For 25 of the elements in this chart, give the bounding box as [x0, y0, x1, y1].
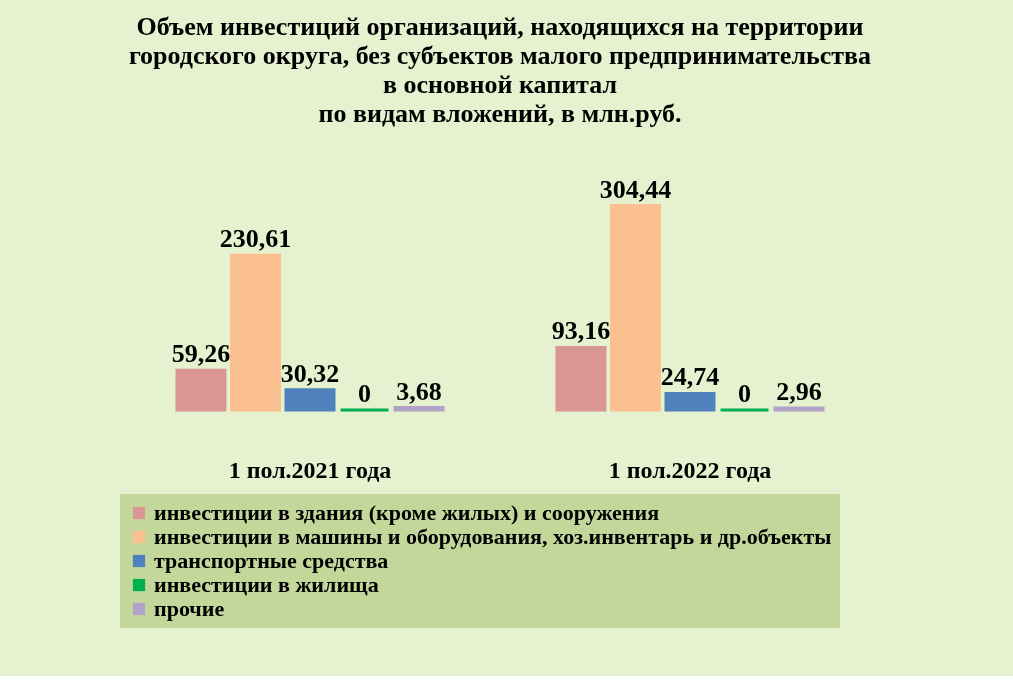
- data-label: 230,61: [219, 224, 292, 254]
- bar: [393, 406, 445, 412]
- bar: [175, 368, 227, 412]
- bar: [610, 204, 661, 412]
- bar: [555, 345, 607, 412]
- legend-label: инвестиции в жилища: [154, 572, 379, 597]
- data-label: 3,68: [396, 376, 442, 406]
- data-label: 2,96: [776, 377, 822, 407]
- legend-label: транспортные средства: [154, 548, 389, 573]
- legend-label: инвестиции в здания (кроме жилых) и сооружения: [154, 500, 660, 525]
- x-tick-label: 1 пол.2021 года: [228, 456, 392, 483]
- data-label: 0: [358, 379, 372, 408]
- data-label: 304,44: [599, 174, 672, 204]
- bar: [664, 391, 716, 412]
- data-label: 0: [738, 379, 752, 408]
- legend-label: инвестиции в машины и оборудования, хоз.инвентарь и др.объекты: [154, 524, 832, 549]
- data-label: 24,74: [660, 362, 720, 392]
- data-label: 93,16: [551, 316, 611, 346]
- bar: [284, 388, 336, 412]
- legend-label: прочие: [154, 596, 225, 621]
- data-label: 59,26: [171, 339, 231, 369]
- x-tick-label: 1 пол.2022 года: [608, 456, 772, 483]
- data-label: 30,32: [280, 358, 340, 388]
- bar: [230, 253, 281, 412]
- chart-title: Объем инвестиций организаций, находящихся на территории городского округа, без субъектов малого предпринимательства в основной капитал по видам вложений, в млн.руб.: [128, 12, 872, 128]
